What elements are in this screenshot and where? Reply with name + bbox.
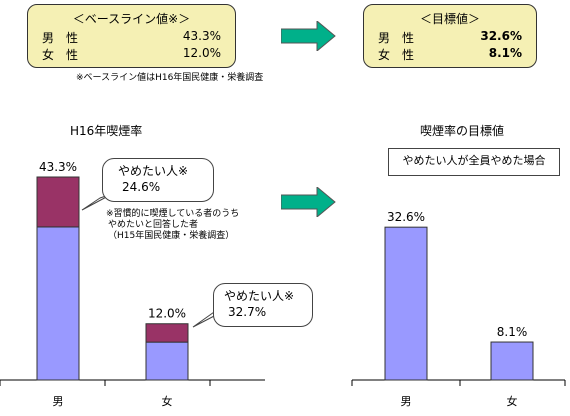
left-bar-1-series-1 — [145, 323, 189, 343]
male-callout-line2: 24.6% — [122, 180, 161, 194]
female-callout — [213, 283, 313, 327]
target-male-value: 32.6% — [480, 29, 522, 43]
target-female-label: 女性 — [378, 48, 427, 62]
baseline-female-value: 12.0% — [182, 46, 221, 60]
left-value-label-1: 12.0% — [148, 307, 186, 321]
condition-label: やめたい人が全員やめた場合 — [388, 148, 560, 176]
baseline-box: ＜ベースライン値※＞ 男性 43.3% 女性 12.0% — [27, 4, 236, 68]
female-callout-text: やめたい人※ 32.7% — [224, 288, 294, 320]
baseline-female-label: 女性 — [42, 48, 91, 62]
right-axis-ticks — [351, 380, 566, 386]
right-value-label-0: 32.6% — [387, 210, 425, 224]
left-value-label-0: 43.3% — [39, 160, 77, 174]
left-category-label-1: 女 — [162, 394, 173, 408]
baseline-male-label: 男性 — [42, 31, 91, 45]
left-axis-ticks — [0, 380, 211, 386]
left-category-label-0: 男 — [53, 395, 64, 408]
right-value-label-1: 8.1% — [497, 325, 528, 339]
target-header: ＜目標値＞ — [419, 12, 480, 26]
right-bar-0-series-0 — [384, 226, 428, 381]
left-bar-0-series-1 — [36, 176, 80, 228]
baseline-header: ＜ベースライン値※＞ — [72, 12, 191, 26]
male-callout-line1: やめたい人※ — [118, 164, 189, 178]
female-callout-line1: やめたい人※ — [224, 289, 295, 303]
baseline-male-value: 43.3% — [182, 29, 221, 43]
middle-arrow-icon — [281, 187, 336, 217]
male-callout-text: やめたい人※ 24.6% — [118, 163, 188, 195]
left-bar-0-series-0 — [36, 226, 80, 381]
footnote-line2: やめたいと回答した者 — [108, 220, 199, 230]
right-category-label-1: 女 — [507, 394, 518, 408]
target-male-label: 男性 — [378, 31, 427, 45]
top-arrow-icon — [281, 21, 336, 51]
right-bar-1-series-0 — [490, 341, 534, 381]
target-box: ＜目標値＞ 男性 32.6% 女性 8.1% — [363, 4, 537, 68]
female-callout-line2: 32.7% — [228, 305, 267, 319]
baseline-note: ※ベースライン値はH16年国民健康・栄養調査 — [76, 73, 264, 83]
left-chart-title: H16年喫煙率 — [70, 124, 143, 138]
right-category-label-0: 男 — [401, 395, 412, 408]
footnote-line1: ※習慣的に喫煙している者のうち — [106, 209, 240, 219]
callout-footnote: ※習慣的に喫煙している者のうち やめたいと回答した者 （H15年国民健康・栄養調… — [106, 209, 239, 242]
male-callout — [102, 158, 214, 202]
footnote-line3: （H15年国民健康・栄養調査） — [108, 231, 235, 241]
left-bar-1-series-0 — [145, 341, 189, 381]
target-female-value: 8.1% — [488, 46, 522, 60]
right-chart-title: 喫煙率の目標値 — [420, 124, 505, 138]
